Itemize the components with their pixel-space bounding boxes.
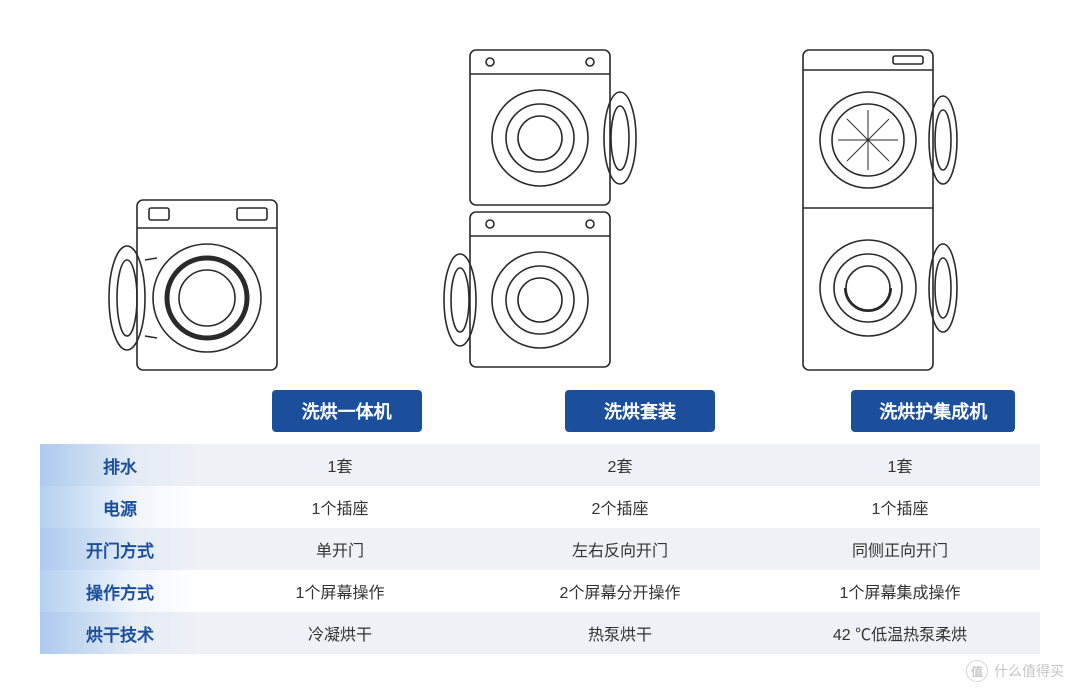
watermark: 值 什么值得买 bbox=[966, 660, 1064, 682]
table-cell: 左右反向开门 bbox=[480, 528, 760, 570]
table-cell: 2套 bbox=[480, 444, 760, 486]
table-cell: 1套 bbox=[200, 444, 480, 486]
table-cell: 1个插座 bbox=[200, 486, 480, 528]
comparison-table: 排水 1套 2套 1套 电源 1个插座 2个插座 1个插座 开门方式 单开门 左… bbox=[40, 444, 1040, 654]
table-row: 排水 1套 2套 1套 bbox=[40, 444, 1040, 486]
integrated-tower-icon bbox=[773, 40, 973, 380]
row-label: 操作方式 bbox=[40, 570, 200, 612]
table-cell: 热泵烘干 bbox=[480, 612, 760, 654]
illustration-combo bbox=[40, 20, 373, 380]
table-row: 烘干技术 冷凝烘干 热泵烘干 42 ℃低温热泵柔烘 bbox=[40, 612, 1040, 654]
table-cell: 单开门 bbox=[200, 528, 480, 570]
table-cell: 1个屏幕操作 bbox=[200, 570, 480, 612]
watermark-logo-icon: 值 bbox=[966, 660, 988, 682]
stacked-set-icon bbox=[430, 40, 650, 380]
table-row: 电源 1个插座 2个插座 1个插座 bbox=[40, 486, 1040, 528]
product-label-integrated: 洗烘护集成机 bbox=[851, 390, 1015, 432]
product-labels-row: 洗烘一体机 洗烘套装 洗烘护集成机 bbox=[0, 390, 1080, 432]
illustration-integrated bbox=[707, 20, 1040, 380]
illustration-stacked-set bbox=[373, 20, 706, 380]
product-label-combo: 洗烘一体机 bbox=[272, 390, 422, 432]
row-label: 电源 bbox=[40, 486, 200, 528]
table-cell: 同侧正向开门 bbox=[760, 528, 1040, 570]
watermark-text: 什么值得买 bbox=[994, 661, 1064, 681]
table-cell: 2个插座 bbox=[480, 486, 760, 528]
table-cell: 42 ℃低温热泵柔烘 bbox=[760, 612, 1040, 654]
product-illustrations-row bbox=[0, 0, 1080, 380]
table-cell: 1个屏幕集成操作 bbox=[760, 570, 1040, 612]
table-cell: 冷凝烘干 bbox=[200, 612, 480, 654]
row-label: 烘干技术 bbox=[40, 612, 200, 654]
table-cell: 2个屏幕分开操作 bbox=[480, 570, 760, 612]
table-row: 操作方式 1个屏幕操作 2个屏幕分开操作 1个屏幕集成操作 bbox=[40, 570, 1040, 612]
row-label: 开门方式 bbox=[40, 528, 200, 570]
row-label: 排水 bbox=[40, 444, 200, 486]
table-row: 开门方式 单开门 左右反向开门 同侧正向开门 bbox=[40, 528, 1040, 570]
table-cell: 1个插座 bbox=[760, 486, 1040, 528]
washer-combo-icon bbox=[97, 180, 317, 380]
table-cell: 1套 bbox=[760, 444, 1040, 486]
product-label-set: 洗烘套装 bbox=[565, 390, 715, 432]
